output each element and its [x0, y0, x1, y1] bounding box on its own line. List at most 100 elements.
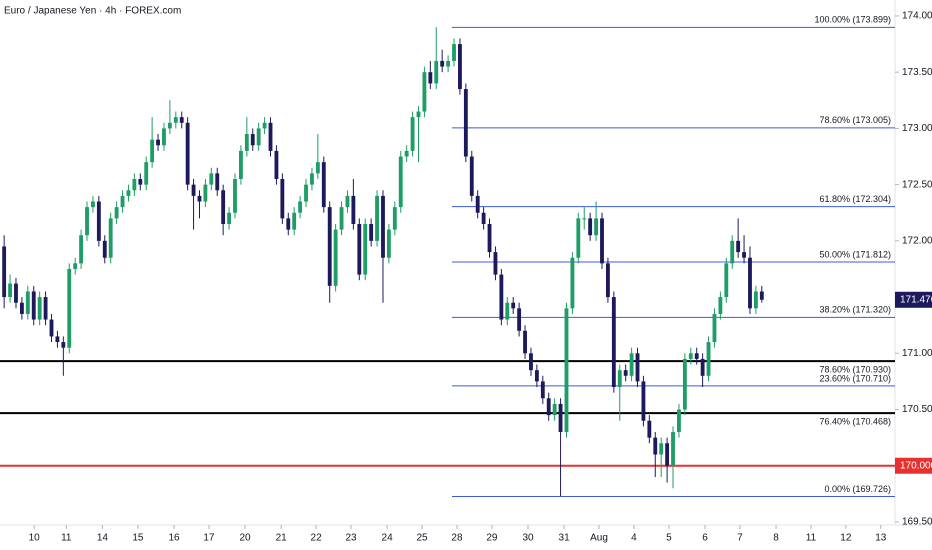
candle-body — [85, 207, 89, 236]
candle-body — [748, 257, 752, 309]
candle-body — [108, 218, 113, 258]
candle-body — [162, 128, 166, 146]
candle-body — [102, 240, 107, 258]
candle-body — [617, 370, 622, 388]
candle-body — [416, 111, 421, 118]
candle-body — [8, 283, 12, 298]
candle-body — [327, 207, 332, 286]
candle-body — [244, 134, 249, 151]
candle-body — [156, 139, 160, 146]
candle-body — [43, 297, 48, 320]
candle-body — [256, 128, 261, 146]
x-tick-label: Aug — [590, 533, 608, 544]
candle-body — [19, 302, 24, 314]
candle-body — [694, 353, 699, 359]
candle-body — [534, 370, 539, 382]
fib-label: 61.80% (172.304) — [819, 194, 891, 204]
candle-body — [511, 302, 516, 309]
candle-body — [552, 403, 557, 416]
x-tick-label: 11 — [806, 533, 817, 544]
y-tick-label: 173.500 — [902, 67, 932, 78]
level-label: 76.40% (170.468) — [819, 416, 891, 426]
candle-body — [191, 184, 196, 196]
candle-body — [339, 207, 344, 230]
candle-body — [428, 72, 433, 84]
candle-body — [55, 336, 60, 343]
candle-body — [221, 190, 226, 224]
candle-body — [718, 297, 723, 314]
x-tick-label: 23 — [345, 533, 357, 544]
candle-body — [286, 218, 291, 230]
candle-body — [381, 195, 385, 258]
candle-body — [564, 308, 569, 433]
fib-label: 50.00% (171.812) — [819, 249, 891, 259]
candle-body — [635, 353, 640, 382]
candle-body — [623, 370, 628, 376]
y-tick-label: 172.500 — [902, 179, 932, 190]
x-tick-label: 17 — [203, 533, 215, 544]
candle-body — [173, 117, 178, 123]
candle-body — [706, 342, 711, 376]
candle-body — [629, 353, 634, 376]
candle-body — [505, 302, 510, 320]
candle-body — [268, 122, 273, 151]
candle-body — [576, 218, 581, 258]
candle-body — [759, 291, 764, 300]
candle-body — [398, 156, 403, 208]
candle-body — [132, 179, 137, 191]
candle-body — [558, 403, 563, 433]
candle-body — [31, 291, 36, 320]
candle-body — [440, 60, 445, 67]
candle-body — [753, 291, 758, 309]
candle-body — [570, 257, 575, 309]
candle-body — [582, 218, 587, 220]
x-tick-label: 25 — [416, 533, 428, 544]
candle-body — [540, 381, 545, 399]
candle-body — [345, 195, 350, 208]
candle-body — [25, 291, 30, 314]
candle-body — [671, 432, 675, 466]
candle-body — [179, 117, 184, 123]
candle-body — [357, 223, 362, 275]
candle-body — [404, 150, 409, 157]
price-label-box — [895, 457, 932, 474]
candle-body — [238, 150, 243, 180]
x-tick-label: 20 — [239, 533, 251, 544]
candle-body — [91, 201, 95, 208]
candle-body — [517, 308, 522, 331]
candle-body — [138, 179, 143, 185]
candle-body — [469, 156, 474, 196]
x-tick-label: 6 — [702, 533, 708, 544]
x-tick-label: 21 — [276, 533, 288, 544]
candle-body — [682, 358, 687, 410]
fib-label: 23.60% (170.710) — [819, 373, 891, 383]
y-tick-label: 172.000 — [902, 235, 932, 246]
candle-body — [375, 195, 379, 241]
candle-body — [688, 353, 693, 359]
candle-body — [611, 297, 616, 388]
y-tick-label: 169.500 — [902, 517, 932, 528]
level-label: 78.60% (170.930) — [819, 365, 891, 375]
candle-body — [150, 139, 155, 163]
x-tick-label: 7 — [737, 533, 743, 544]
candle-body — [233, 179, 237, 213]
candle-body — [209, 173, 214, 185]
candle-body — [529, 353, 533, 371]
fib-label: 100.00% (173.899) — [814, 15, 891, 25]
x-tick-label: 15 — [132, 533, 144, 544]
candle-body — [167, 122, 172, 129]
fib-label: 78.60% (173.005) — [819, 115, 891, 125]
candle-body — [14, 283, 18, 303]
y-tick-label: 173.000 — [902, 123, 932, 134]
candle-body — [742, 252, 746, 258]
candle-body — [215, 173, 220, 191]
y-tick-label: 171.000 — [902, 348, 932, 359]
candle-body — [677, 409, 681, 433]
candle-body — [410, 117, 415, 151]
x-tick-label: 11 — [61, 533, 72, 544]
candle-body — [363, 223, 368, 275]
candle-body — [475, 195, 480, 213]
candle-body — [665, 443, 670, 466]
candle-body — [434, 60, 439, 84]
